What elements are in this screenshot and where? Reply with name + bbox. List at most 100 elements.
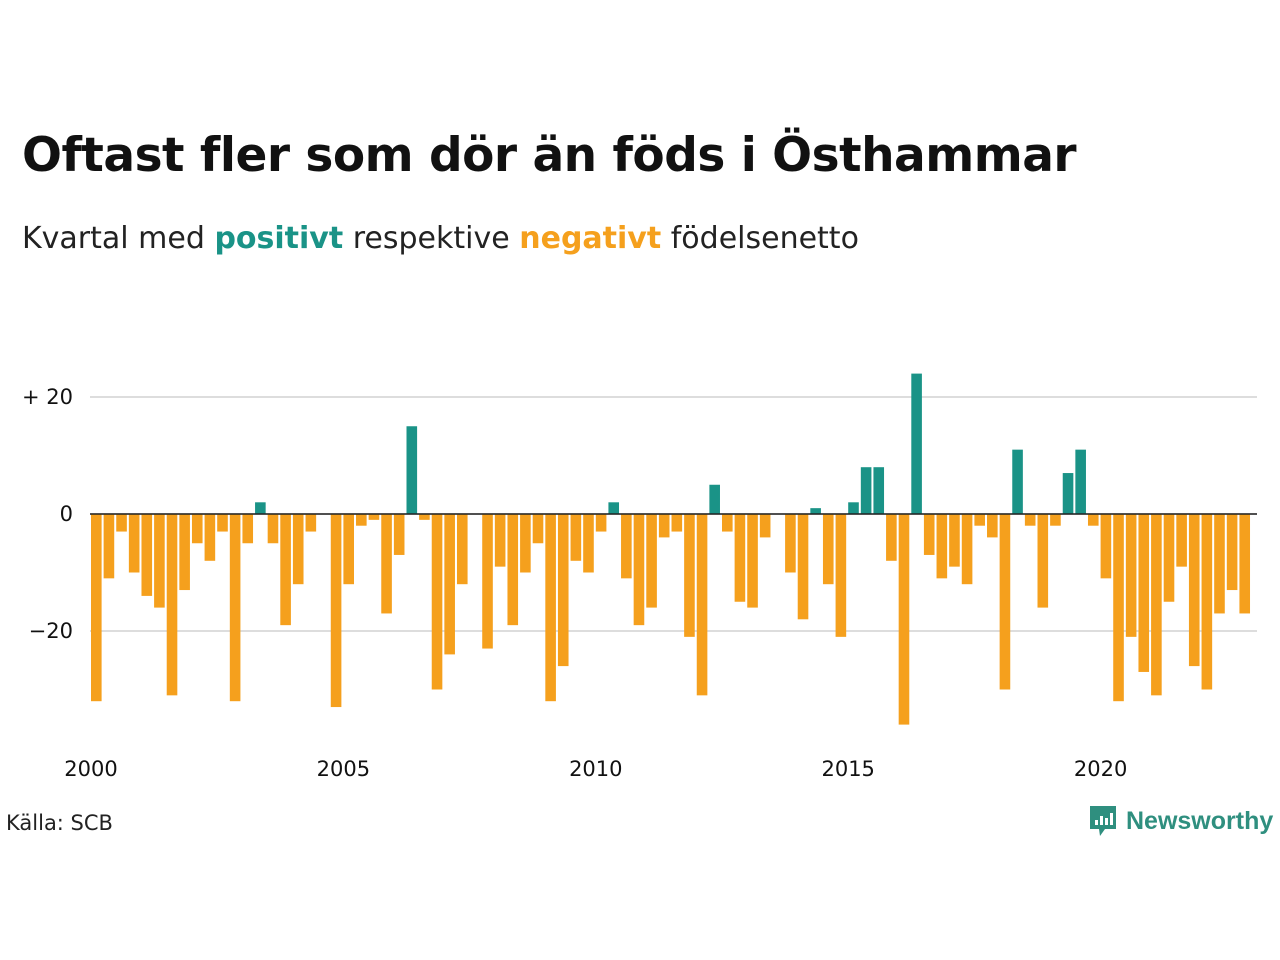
bar bbox=[835, 514, 847, 637]
bar bbox=[734, 514, 746, 602]
brand-logo: Newsworthy bbox=[1088, 804, 1273, 838]
bar bbox=[1188, 514, 1200, 667]
bar bbox=[595, 514, 607, 532]
bar bbox=[292, 514, 304, 585]
chart-subtitle: Kvartal med positivt respektive negativt… bbox=[22, 221, 859, 256]
bar bbox=[1201, 514, 1213, 690]
bar bbox=[356, 514, 367, 526]
bar bbox=[633, 514, 645, 626]
bar bbox=[1087, 514, 1099, 526]
x-tick-label: 2015 bbox=[821, 757, 874, 781]
bar bbox=[406, 426, 418, 514]
y-tick-label: 0 bbox=[60, 502, 73, 526]
bar bbox=[822, 514, 834, 585]
bar bbox=[961, 514, 973, 585]
bar bbox=[431, 514, 443, 690]
x-tick-label: 2005 bbox=[317, 757, 370, 781]
bar bbox=[381, 514, 392, 614]
source-note: Källa: SCB bbox=[6, 811, 113, 835]
bar bbox=[999, 514, 1011, 690]
bar bbox=[898, 514, 910, 725]
subtitle-suffix: födelsenetto bbox=[670, 221, 859, 256]
x-tick-label: 2010 bbox=[569, 757, 622, 781]
bar bbox=[923, 514, 935, 555]
bar bbox=[1226, 514, 1238, 591]
bar bbox=[204, 514, 216, 561]
bar bbox=[696, 514, 708, 696]
bar bbox=[557, 514, 569, 667]
bar bbox=[1125, 514, 1137, 637]
bar bbox=[91, 514, 102, 702]
bar bbox=[1100, 514, 1112, 579]
y-tick-label: + 20 bbox=[22, 385, 73, 409]
bar bbox=[532, 514, 544, 544]
y-tick-label: −20 bbox=[29, 619, 73, 643]
bar bbox=[1138, 514, 1150, 672]
subtitle-middle: respektive bbox=[352, 221, 510, 256]
subtitle-prefix: Kvartal med bbox=[22, 221, 205, 256]
bar bbox=[570, 514, 582, 561]
bar bbox=[520, 514, 531, 573]
axes: + 20 0 −20 2000 2005 2010 2015 2020 bbox=[22, 385, 1257, 781]
bar bbox=[368, 514, 380, 520]
bar bbox=[671, 514, 683, 532]
bar bbox=[797, 514, 809, 620]
bar bbox=[1024, 514, 1036, 526]
bar bbox=[393, 514, 405, 555]
bar bbox=[1012, 449, 1023, 514]
bar bbox=[229, 514, 241, 702]
bar bbox=[444, 514, 455, 655]
bar bbox=[646, 514, 657, 608]
subtitle-negative-word: negativt bbox=[519, 221, 662, 256]
bar bbox=[608, 502, 620, 514]
bar bbox=[507, 514, 519, 626]
bar bbox=[911, 373, 922, 514]
bar bbox=[217, 514, 228, 532]
bar bbox=[1151, 514, 1162, 696]
bar bbox=[545, 514, 556, 702]
bar bbox=[860, 467, 872, 514]
bar bbox=[1163, 514, 1175, 602]
bar bbox=[1214, 514, 1225, 614]
newsworthy-logo-icon bbox=[1090, 806, 1116, 836]
bar bbox=[1239, 514, 1251, 614]
bar bbox=[848, 502, 859, 514]
bar bbox=[747, 514, 758, 608]
bar bbox=[810, 508, 821, 514]
bar bbox=[128, 514, 140, 573]
bar-chart: + 20 0 −20 2000 2005 2010 2015 2020 bbox=[22, 373, 1257, 781]
bar bbox=[255, 502, 266, 514]
bar bbox=[419, 514, 430, 520]
x-tick-label: 2020 bbox=[1074, 757, 1127, 781]
bar bbox=[141, 514, 153, 596]
bar bbox=[1037, 514, 1049, 608]
brand-name: Newsworthy bbox=[1126, 806, 1274, 835]
bar bbox=[242, 514, 254, 544]
bar bbox=[785, 514, 796, 573]
bar bbox=[658, 514, 670, 538]
bar bbox=[330, 514, 342, 708]
bar bbox=[722, 514, 733, 532]
bar bbox=[583, 514, 594, 573]
bar bbox=[1113, 514, 1124, 702]
bar bbox=[709, 484, 720, 514]
bar bbox=[305, 514, 317, 532]
bar bbox=[1176, 514, 1187, 567]
bar bbox=[936, 514, 948, 579]
bar bbox=[154, 514, 165, 608]
subtitle-positive-word: positivt bbox=[214, 221, 344, 256]
bar bbox=[684, 514, 695, 637]
bar bbox=[873, 467, 885, 514]
bar bbox=[116, 514, 127, 532]
bar bbox=[1062, 473, 1074, 514]
bar bbox=[886, 514, 897, 561]
bar bbox=[621, 514, 632, 579]
bar bbox=[179, 514, 190, 591]
bar bbox=[343, 514, 354, 585]
bar bbox=[191, 514, 203, 544]
bar bbox=[987, 514, 998, 538]
bar bbox=[103, 514, 115, 579]
bar bbox=[280, 514, 291, 626]
bar bbox=[482, 514, 493, 649]
x-tick-label: 2000 bbox=[64, 757, 117, 781]
